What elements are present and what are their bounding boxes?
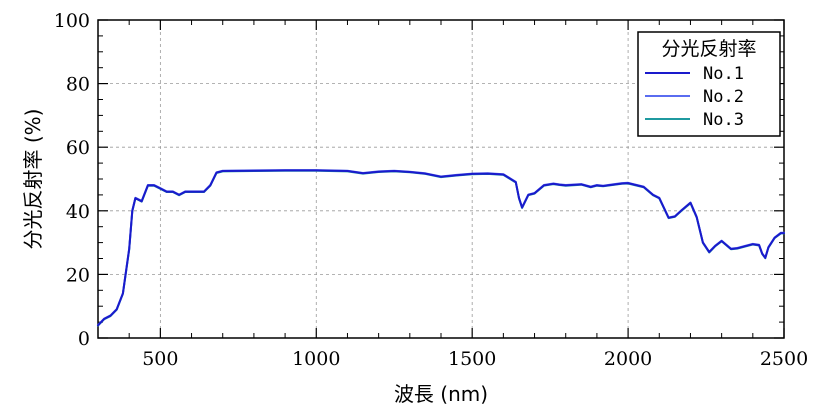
x-tick-label: 2000 [604,348,652,370]
y-tick-label: 0 [78,328,90,350]
axis-ticks [97,19,785,339]
legend-label: No.1 [703,64,744,84]
series-line-no3 [97,169,785,327]
x-axis-title: 波長 (nm) [394,382,488,406]
y-tick-label: 80 [66,74,90,96]
series-line-no1 [97,169,785,327]
legend: 分光反射率 No.1 No.2 No.3 [637,31,781,137]
x-tick-label: 2500 [760,348,808,370]
x-tick-label: 1500 [448,348,496,370]
legend-label: No.3 [703,110,744,130]
tick-labels: 500 1000 1500 2000 2500 0 20 40 60 80 100 [54,10,808,370]
y-tick-label: 100 [54,10,90,32]
series-line-no2 [97,169,785,326]
y-tick-label: 20 [66,264,90,286]
legend-label: No.2 [703,87,744,107]
legend-title: 分光反射率 [661,38,756,60]
series-lines [97,169,785,327]
y-tick-label: 60 [66,137,90,159]
y-axis-title: 分光反射率 (%) [21,109,45,250]
y-tick-label: 40 [66,201,90,223]
x-tick-label: 500 [142,348,178,370]
x-tick-label: 1000 [292,348,340,370]
